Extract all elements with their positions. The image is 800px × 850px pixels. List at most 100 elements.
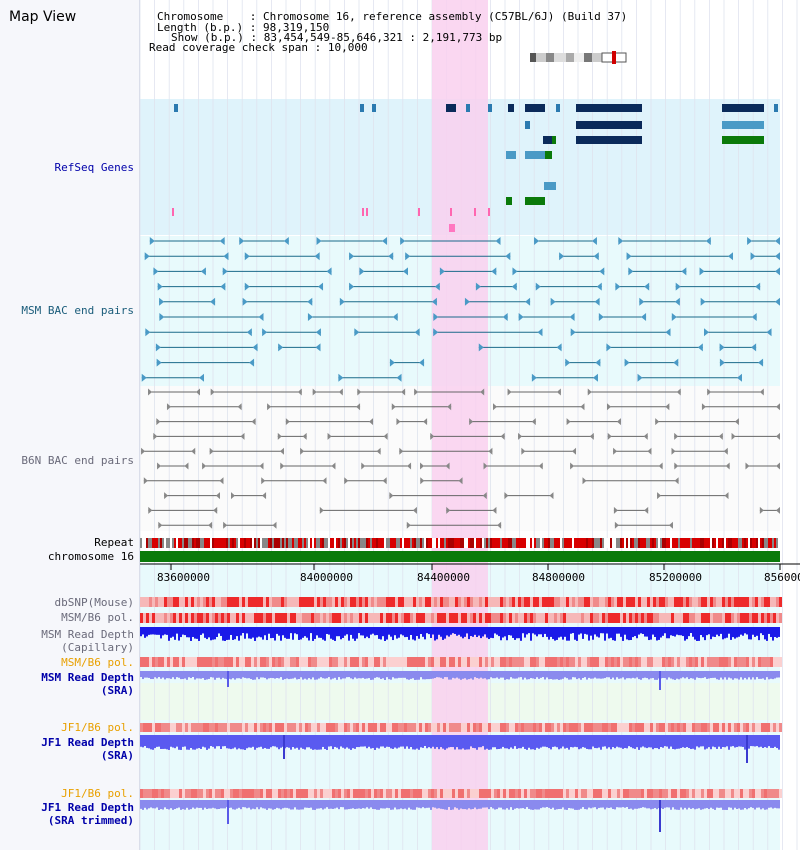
read-depth-bar — [216, 735, 218, 747]
msm-bac-end — [775, 252, 780, 261]
read-depth-bar — [694, 800, 696, 810]
polymorphism-cell — [149, 657, 152, 667]
polymorphism-cell — [722, 789, 725, 798]
read-depth-bar — [698, 735, 700, 748]
polymorphism-cell — [380, 597, 383, 607]
read-depth-bar — [450, 627, 452, 635]
read-depth-bar — [620, 800, 622, 808]
read-depth-bar — [488, 800, 490, 810]
polymorphism-cell — [599, 789, 602, 798]
polymorphism-cell — [587, 597, 590, 607]
track-label-msm-depth-cap[interactable]: MSM Read Depth — [41, 628, 134, 641]
track-label-chromosome[interactable]: chromosome 16 — [47, 550, 134, 563]
polymorphism-cell — [188, 597, 191, 607]
read-depth-bar — [142, 671, 144, 680]
track-label-msm-bac[interactable]: MSM BAC end pairs — [21, 304, 134, 317]
read-depth-bar — [244, 800, 246, 808]
polymorphism-cell — [281, 789, 284, 798]
track-label-msm-depth-sra[interactable]: MSM Read Depth — [41, 671, 134, 684]
repeat-element — [668, 538, 670, 548]
polymorphism-cell — [764, 657, 767, 667]
read-depth-bar — [406, 735, 408, 747]
read-depth-bar — [552, 671, 554, 680]
polymorphism-cell — [344, 613, 347, 623]
read-depth-bar — [276, 735, 278, 748]
track-label-msm-b6-pol-1[interactable]: MSM/B6 pol. — [61, 611, 134, 624]
b6n-bac-end — [549, 492, 554, 500]
read-depth-bar — [482, 627, 484, 637]
track-label-jf1-b6-pol-2[interactable]: JF1/B6 pol. — [61, 787, 134, 800]
read-depth-bar — [226, 735, 228, 749]
read-depth-bar — [286, 671, 288, 679]
polymorphism-cell — [476, 723, 479, 732]
polymorphism-cell — [362, 657, 365, 667]
polymorphism-cell — [179, 597, 182, 607]
track-label-jf1-depth-sra[interactable]: JF1 Read Depth — [41, 736, 134, 749]
read-depth-bar — [580, 671, 582, 680]
track-label-jf1-depth-trim[interactable]: JF1 Read Depth — [41, 801, 134, 814]
read-depth-bar — [174, 800, 176, 809]
track-label-dbsnp[interactable]: dbSNP(Mouse) — [54, 596, 134, 609]
polymorphism-cell — [704, 723, 707, 732]
b6n-bac-end — [420, 462, 425, 470]
polymorphism-cell — [224, 657, 227, 667]
track-label-b6n-bac[interactable]: B6N BAC end pairs — [21, 454, 134, 467]
repeat-element — [540, 538, 542, 548]
polymorphism-cell — [281, 723, 284, 732]
msm-bac-end — [719, 343, 725, 352]
read-depth-bar — [282, 627, 284, 636]
read-depth-bar — [240, 800, 242, 810]
repeat-element — [216, 538, 218, 548]
polymorphism-cell — [170, 789, 173, 798]
b6n-bac-end — [279, 447, 284, 455]
read-depth-bar — [766, 800, 768, 810]
track-label-repeat[interactable]: Repeat — [94, 536, 134, 549]
read-depth-bar — [776, 671, 778, 678]
read-depth-bar — [656, 800, 658, 810]
polymorphism-cell — [191, 597, 194, 607]
read-depth-bar — [206, 735, 208, 750]
read-depth-bar — [592, 671, 594, 679]
read-depth-bar — [332, 671, 334, 679]
polymorphism-cell — [578, 597, 581, 607]
read-depth-bar — [146, 735, 148, 748]
read-depth-bar — [504, 800, 506, 810]
polymorphism-cell — [764, 597, 767, 607]
polymorphism-cell — [617, 657, 620, 667]
b6n-bac-end — [302, 432, 307, 440]
polymorphism-cell — [230, 613, 233, 623]
read-depth-bar — [318, 671, 320, 679]
b6n-bac-end — [382, 477, 387, 485]
read-depth-bar — [728, 800, 730, 808]
read-depth-bar — [360, 627, 362, 636]
polymorphism-cell — [398, 597, 401, 607]
polymorphism-cell — [686, 789, 689, 798]
polymorphism-cell — [203, 723, 206, 732]
read-depth-bar — [746, 671, 748, 680]
read-depth-bar — [212, 735, 214, 747]
read-depth-bar — [144, 735, 146, 747]
track-label-msm-b6-pol-2[interactable]: MSM/B6 pol. — [61, 656, 134, 669]
track-label-jf1-b6-pol-1[interactable]: JF1/B6 pol. — [61, 721, 134, 734]
read-depth-bar — [582, 671, 584, 678]
polymorphism-cell — [233, 723, 236, 732]
read-depth-bar — [738, 671, 740, 680]
read-depth-bar — [380, 735, 382, 747]
polymorphism-cell — [206, 723, 209, 732]
polymorphism-cell — [290, 613, 293, 623]
read-depth-bar — [284, 800, 286, 808]
read-depth-bar — [472, 627, 474, 637]
repeat-element — [194, 538, 196, 548]
repeat-element — [638, 538, 640, 548]
read-depth-bar — [266, 735, 268, 749]
polymorphism-cell — [257, 597, 260, 607]
repeat-element — [400, 538, 402, 548]
polymorphism-cell — [473, 657, 476, 667]
read-depth-bar — [414, 735, 416, 750]
polymorphism-cell — [218, 789, 221, 798]
polymorphism-cell — [236, 613, 239, 623]
track-label-refseq[interactable]: RefSeq Genes — [54, 161, 134, 174]
read-depth-bar — [362, 671, 364, 678]
b6n-bac-end — [261, 477, 266, 485]
